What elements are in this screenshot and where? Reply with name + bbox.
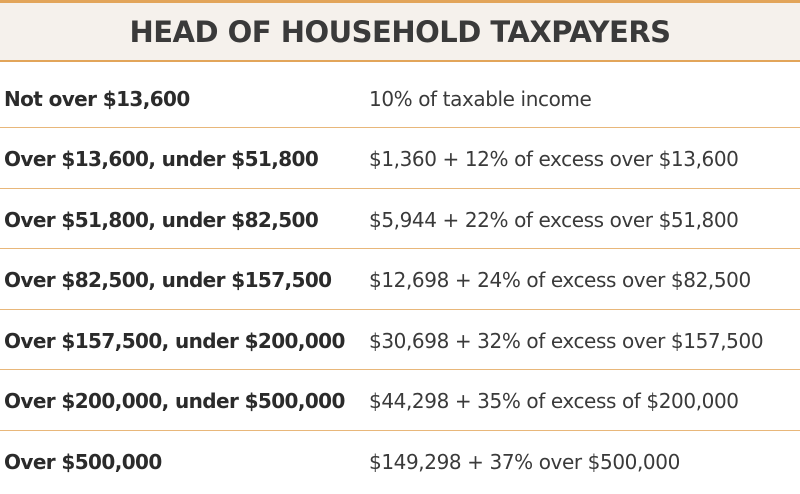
- tax-amount: $1,360 + 12% of excess over $13,600: [369, 147, 739, 171]
- income-range: Over $500,000: [4, 449, 162, 474]
- income-range: Over $200,000, under $500,000: [4, 389, 345, 413]
- table-row: Over $51,800, under $82,500 $5,944 + 22% …: [0, 191, 800, 249]
- table-row: Over $200,000, under $500,000 $44,298 + 3…: [0, 373, 800, 431]
- income-range: Not over $13,600: [4, 86, 190, 111]
- tax-amount: $5,944 + 22% of excess over $51,800: [369, 207, 739, 232]
- tax-amount: $149,298 + 37% over $500,000: [369, 449, 680, 474]
- table-row: Over $82,500, under $157,500 $12,698 + 24…: [0, 252, 800, 310]
- income-range: Over $82,500, under $157,500: [4, 268, 332, 292]
- tax-amount: $44,298 + 35% of excess of $200,000: [369, 389, 739, 413]
- table-row: Over $157,500, under $200,000 $30,698 + 3…: [0, 312, 800, 370]
- income-range: Over $51,800, under $82,500: [4, 207, 319, 232]
- tax-amount: 10% of taxable income: [369, 86, 592, 111]
- tax-amount: $30,698 + 32% of excess over $157,500: [369, 328, 764, 353]
- title: HEAD OF HOUSEHOLD TAXPAYERS: [129, 14, 671, 49]
- income-range: Over $13,600, under $51,800: [4, 147, 319, 171]
- tax-amount: $12,698 + 24% of excess over $82,500: [369, 268, 751, 292]
- table-row: Over $500,000 $149,298 + 37% over $500,00…: [0, 433, 800, 490]
- header: HEAD OF HOUSEHOLD TAXPAYERS: [0, 0, 800, 62]
- income-range: Over $157,500, under $200,000: [4, 328, 345, 353]
- table-row: Over $13,600, under $51,800 $1,360 + 12% …: [0, 131, 800, 189]
- table-row: Not over $13,600 10% of taxable income: [0, 70, 800, 128]
